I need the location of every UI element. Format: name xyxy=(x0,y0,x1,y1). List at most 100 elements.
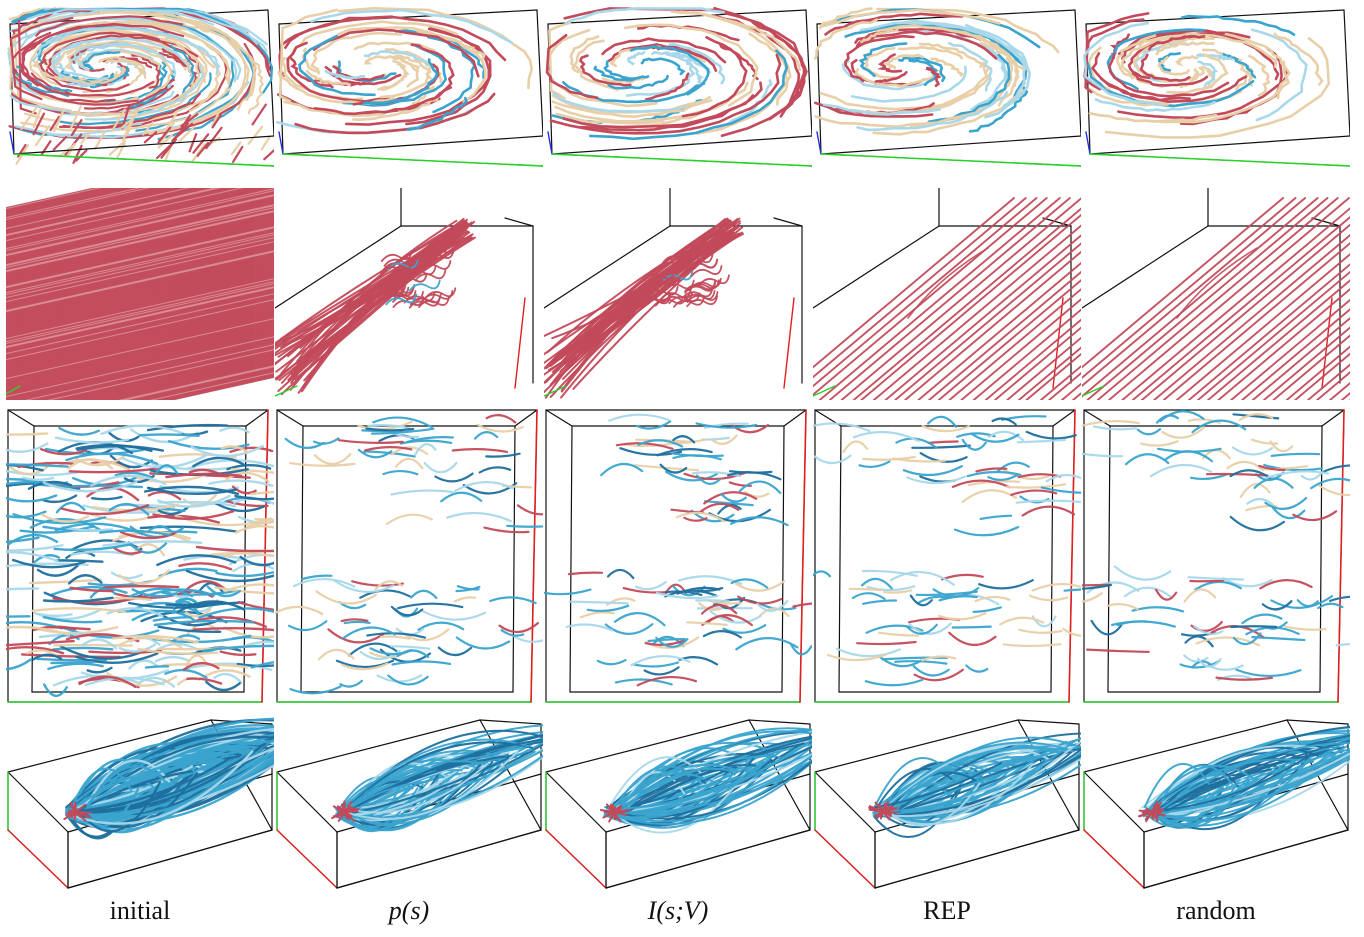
streamline xyxy=(223,626,274,639)
streamline xyxy=(21,476,55,482)
streamline-wake xyxy=(408,296,441,309)
streamline xyxy=(70,750,254,825)
streamline xyxy=(608,413,670,422)
streamline xyxy=(6,201,274,263)
bounding-box-edge xyxy=(805,9,812,137)
streamline xyxy=(572,39,619,92)
streamline xyxy=(6,196,274,258)
streamline xyxy=(288,620,328,632)
streamline-wake xyxy=(673,295,705,308)
streamline xyxy=(89,587,117,599)
streamline xyxy=(397,602,464,610)
streamline xyxy=(912,665,950,677)
streamline xyxy=(578,54,632,87)
streamline xyxy=(579,611,615,619)
streamline xyxy=(6,536,40,544)
streamline xyxy=(106,607,165,618)
axis-x-line xyxy=(6,385,21,395)
streamline xyxy=(434,472,474,483)
streamline xyxy=(113,547,142,555)
bounding-box-edge xyxy=(67,829,273,889)
streamline xyxy=(1160,742,1350,811)
streamline xyxy=(884,234,1081,400)
streamline xyxy=(284,15,507,62)
streamline xyxy=(40,513,90,523)
streamline xyxy=(11,9,45,23)
streamline xyxy=(6,291,274,353)
streamline xyxy=(1258,464,1286,472)
streamline xyxy=(6,336,274,398)
streamline xyxy=(6,310,274,372)
streamline-source xyxy=(73,801,77,813)
streamline xyxy=(928,270,1081,400)
streamline xyxy=(352,762,489,814)
streamline xyxy=(1005,483,1067,489)
streamline xyxy=(335,741,534,818)
streamline xyxy=(6,645,65,655)
streamline xyxy=(6,207,274,269)
streamline xyxy=(38,347,274,400)
streamline xyxy=(36,564,80,577)
streamline xyxy=(6,212,274,274)
streamline xyxy=(6,271,274,333)
panel-row4-p-s xyxy=(275,712,543,890)
axis-y-line xyxy=(1337,409,1345,703)
streamline xyxy=(1010,489,1058,496)
streamline xyxy=(876,7,1060,54)
streamline xyxy=(225,471,270,483)
streamline xyxy=(6,324,274,386)
streamline xyxy=(6,216,274,278)
streamline xyxy=(6,334,274,396)
streamline xyxy=(1086,648,1150,653)
streamline xyxy=(339,754,513,817)
streamline xyxy=(149,372,274,400)
streamline-seed xyxy=(230,141,242,156)
streamline xyxy=(275,236,473,346)
streamline xyxy=(6,299,274,361)
streamline xyxy=(6,323,274,385)
streamline xyxy=(6,218,274,280)
panel-row1-i-s-v xyxy=(544,4,812,182)
streamline xyxy=(618,767,739,814)
streamline xyxy=(1157,447,1222,453)
axis-z-line xyxy=(1085,131,1091,155)
streamline xyxy=(1180,14,1296,36)
streamline-wake xyxy=(659,257,691,270)
streamline xyxy=(670,10,802,72)
streamline xyxy=(1205,472,1269,477)
panel-row4-i-s-v xyxy=(544,712,812,890)
panel-row2-rep xyxy=(813,188,1081,400)
streamline xyxy=(1285,345,1350,400)
streamline-render xyxy=(544,188,803,399)
streamline xyxy=(1235,668,1302,678)
streamline xyxy=(69,38,201,116)
streamline xyxy=(6,270,274,332)
streamline xyxy=(1208,664,1244,671)
streamline xyxy=(994,326,1081,400)
streamline xyxy=(90,474,167,487)
bounding-box-edge xyxy=(1017,719,1080,725)
streamline xyxy=(909,594,933,607)
streamline xyxy=(78,735,274,813)
bounding-box-edge xyxy=(816,23,822,155)
bounding-box-edge xyxy=(569,425,573,693)
streamline-seed xyxy=(142,121,155,136)
streamline xyxy=(485,452,521,458)
streamline xyxy=(390,489,454,496)
streamline xyxy=(848,587,882,592)
streamline xyxy=(672,585,706,597)
streamline xyxy=(596,659,627,666)
streamline xyxy=(337,760,490,818)
streamline xyxy=(6,225,274,287)
streamline xyxy=(1140,440,1179,447)
streamline xyxy=(549,53,782,135)
streamline xyxy=(821,8,1001,28)
streamline xyxy=(621,735,812,814)
streamline xyxy=(859,21,1028,70)
streamline xyxy=(6,194,274,256)
streamline xyxy=(290,222,468,384)
streamline xyxy=(1159,410,1205,423)
streamline-wake xyxy=(395,272,428,285)
streamline xyxy=(676,586,721,595)
